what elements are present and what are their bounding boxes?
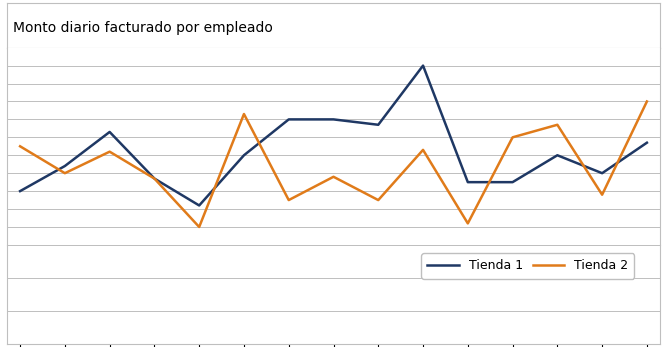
Tienda 2	[240, 112, 248, 116]
Tienda 2	[329, 175, 338, 179]
Text: Monto diario facturado por empleado: Monto diario facturado por empleado	[13, 21, 273, 35]
Tienda 1	[598, 171, 606, 175]
Tienda 1	[61, 164, 69, 168]
Tienda 2	[554, 123, 562, 127]
Tienda 2	[195, 225, 203, 229]
Tienda 2	[285, 198, 293, 202]
Tienda 2	[464, 221, 472, 226]
Tienda 2	[16, 144, 24, 149]
Tienda 2	[508, 135, 516, 139]
Tienda 2	[61, 171, 69, 175]
Line: Tienda 2: Tienda 2	[20, 101, 647, 227]
Tienda 1	[16, 189, 24, 193]
Tienda 2	[598, 193, 606, 197]
Legend: Tienda 1, Tienda 2: Tienda 1, Tienda 2	[422, 253, 634, 279]
Tienda 1	[105, 130, 113, 134]
Tienda 2	[151, 177, 159, 181]
Tienda 1	[464, 180, 472, 184]
Line: Tienda 1: Tienda 1	[20, 66, 647, 205]
Tienda 1	[508, 180, 516, 184]
Tienda 1	[151, 177, 159, 181]
Tienda 1	[374, 123, 382, 127]
Tienda 2	[419, 148, 427, 152]
Tienda 2	[374, 198, 382, 202]
Tienda 1	[554, 153, 562, 157]
Tienda 1	[285, 117, 293, 121]
Tienda 2	[643, 99, 651, 103]
Tienda 1	[643, 141, 651, 145]
Tienda 1	[240, 153, 248, 157]
Tienda 1	[195, 203, 203, 208]
Tienda 1	[419, 64, 427, 68]
Tienda 2	[105, 150, 113, 154]
Tienda 1	[329, 117, 338, 121]
